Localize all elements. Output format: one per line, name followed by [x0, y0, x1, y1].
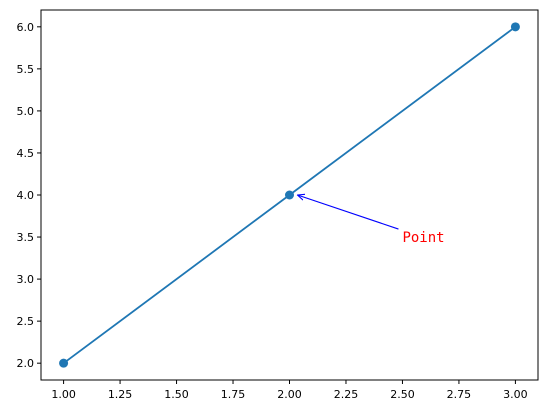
annotation-arrow — [298, 195, 399, 230]
x-axis: 1.00 1.25 1.50 1.75 2.00 2.25 2.50 2.75 3.00 — [51, 380, 528, 401]
y-tick-label: 4.5 — [17, 147, 35, 160]
data-point — [59, 358, 69, 368]
y-tick-label: 2.5 — [17, 315, 35, 328]
series-layer — [59, 22, 520, 368]
y-tick-label: 5.5 — [17, 63, 35, 76]
y-tick-label: 6.0 — [17, 21, 35, 34]
data-point — [510, 22, 520, 32]
x-tick-label: 1.00 — [51, 388, 76, 401]
x-tick-label: 1.75 — [221, 388, 246, 401]
x-tick-label: 2.00 — [277, 388, 302, 401]
x-tick-label: 2.50 — [390, 388, 415, 401]
y-axis: 2.0 2.5 3.0 3.5 4.0 4.5 5.0 5.5 6.0 — [17, 21, 41, 370]
y-tick-label: 2.0 — [17, 357, 35, 370]
annotation-label: Point — [402, 230, 444, 246]
data-point — [285, 190, 294, 200]
y-tick-label: 4.0 — [17, 189, 35, 202]
y-tick-label: 5.0 — [17, 105, 35, 118]
x-tick-label: 1.50 — [164, 388, 189, 401]
x-tick-label: 2.75 — [447, 388, 472, 401]
x-tick-label: 2.25 — [334, 388, 359, 401]
annotation-layer: Point — [298, 195, 445, 246]
x-tick-label: 3.00 — [503, 388, 528, 401]
y-tick-label: 3.0 — [17, 273, 35, 286]
x-tick-label: 1.25 — [108, 388, 133, 401]
y-tick-label: 3.5 — [17, 231, 35, 244]
